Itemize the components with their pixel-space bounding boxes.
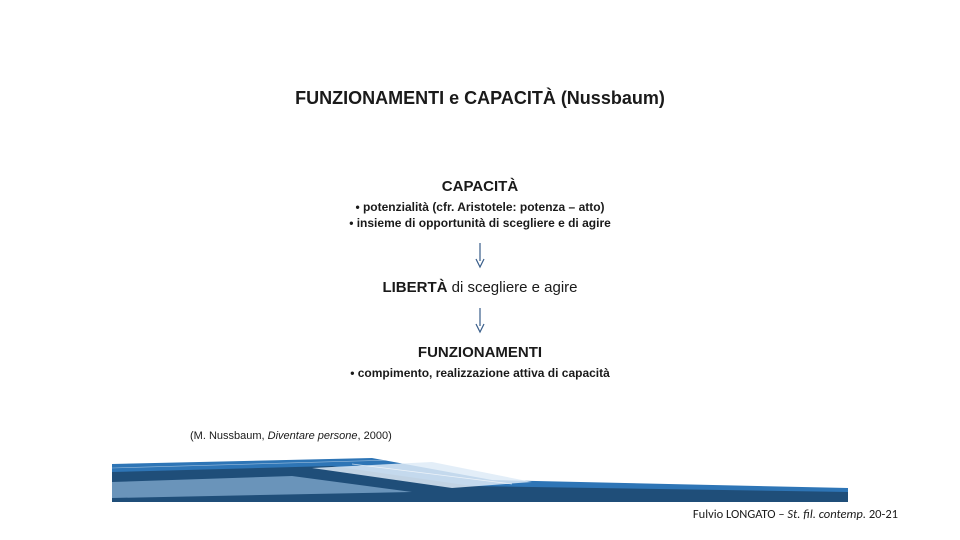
arrow-1 bbox=[0, 241, 960, 269]
block-liberta: LIBERTÀ di scegliere e agire bbox=[0, 279, 960, 296]
slide-title: FUNZIONAMENTI e CAPACITÀ (Nussbaum) bbox=[0, 88, 960, 109]
bullet-3: • compimento, realizzazione attiva di ca… bbox=[0, 365, 960, 381]
block-capacita: CAPACITÀ • potenzialità (cfr. Aristotele… bbox=[0, 178, 960, 231]
bullet-1: • potenzialità (cfr. Aristotele: potenza… bbox=[0, 199, 960, 215]
block-funzionamenti: FUNZIONAMENTI • compimento, realizzazion… bbox=[0, 344, 960, 381]
heading-liberta-bold: LIBERTÀ bbox=[382, 279, 447, 296]
citation-title: Diventare persone bbox=[268, 430, 358, 442]
down-arrow-icon bbox=[475, 306, 485, 334]
footer-course-rest: 20-21 bbox=[869, 507, 898, 522]
arrow-2 bbox=[0, 306, 960, 334]
content-area: CAPACITÀ • potenzialità (cfr. Aristotele… bbox=[0, 178, 960, 382]
citation: (M. Nussbaum, Diventare persone, 2000) bbox=[190, 430, 392, 442]
heading-liberta-rest: di scegliere e agire bbox=[447, 279, 577, 296]
citation-prefix: (M. Nussbaum, bbox=[190, 430, 268, 442]
citation-suffix: , 2000) bbox=[358, 430, 392, 442]
heading-capacita: CAPACITÀ bbox=[0, 178, 960, 195]
footer-course-italic: St. fil. contemp. bbox=[787, 507, 868, 522]
footer-band-graphic bbox=[112, 458, 848, 502]
heading-funzionamenti: FUNZIONAMENTI bbox=[0, 344, 960, 361]
footer-name: Fulvio LONGATO – bbox=[693, 507, 787, 522]
footer-credit: Fulvio LONGATO – St. fil. contemp. 20-21 bbox=[693, 507, 898, 522]
slide: FUNZIONAMENTI e CAPACITÀ (Nussbaum) CAPA… bbox=[0, 0, 960, 540]
bullet-2: • insieme di opportunità di scegliere e … bbox=[0, 215, 960, 231]
heading-liberta: LIBERTÀ di scegliere e agire bbox=[0, 279, 960, 296]
down-arrow-icon bbox=[475, 241, 485, 269]
